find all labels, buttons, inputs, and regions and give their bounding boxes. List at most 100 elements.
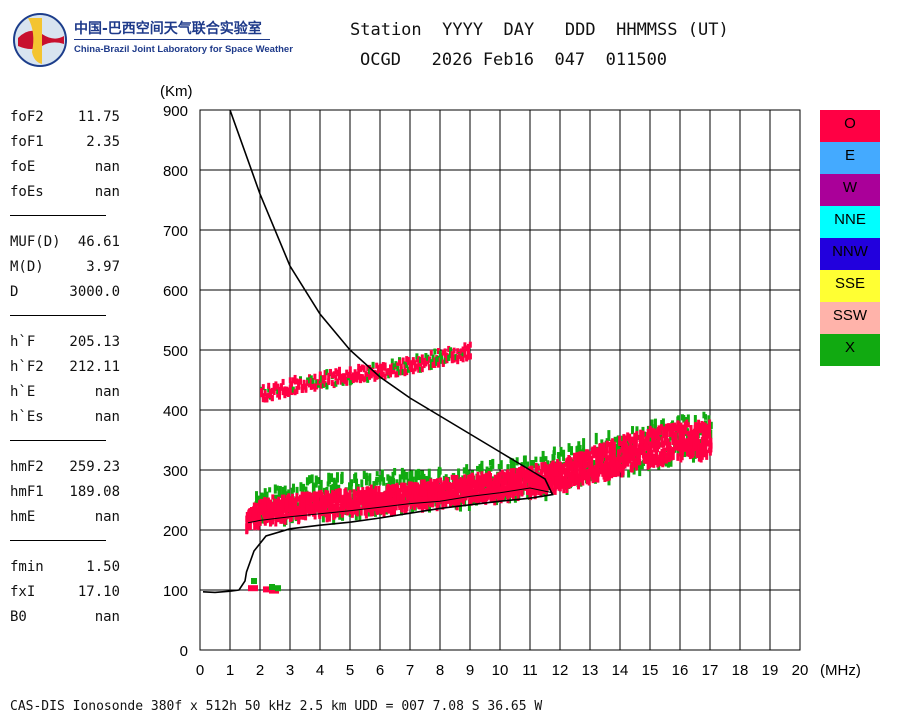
second-hop-point bbox=[407, 366, 410, 373]
second-hop-point bbox=[465, 345, 469, 352]
o-trace-point bbox=[578, 476, 582, 483]
o-trace-point bbox=[694, 431, 698, 441]
o-trace-point bbox=[389, 488, 393, 497]
x-trace-point bbox=[402, 470, 406, 484]
param-row: foEs nan bbox=[10, 184, 120, 204]
o-trace-point bbox=[672, 425, 676, 432]
o-trace-point bbox=[599, 461, 603, 475]
second-hop-point bbox=[410, 365, 413, 372]
x-trace-point bbox=[683, 449, 687, 458]
param-separator bbox=[10, 540, 106, 541]
second-hop-point bbox=[366, 376, 370, 383]
o-trace-point bbox=[267, 514, 271, 522]
x-tick-label: 6 bbox=[376, 662, 384, 679]
legend-item-sse: SSE bbox=[820, 270, 880, 302]
o-trace-point bbox=[468, 474, 472, 481]
o-trace-point bbox=[425, 500, 429, 511]
x-tick-label: 1 bbox=[226, 662, 234, 679]
o-trace-point bbox=[709, 442, 713, 449]
second-hop-point bbox=[347, 372, 350, 379]
second-hop-point bbox=[320, 382, 323, 389]
second-hop-point bbox=[325, 383, 329, 390]
x-trace-point bbox=[316, 477, 320, 485]
o-trace-point bbox=[392, 485, 396, 493]
o-trace-point bbox=[626, 432, 630, 440]
o-trace-point bbox=[509, 468, 513, 476]
o-trace-point bbox=[530, 486, 534, 496]
o-trace-point bbox=[540, 466, 544, 473]
o-trace-point bbox=[612, 451, 616, 459]
x-trace-point bbox=[400, 467, 404, 480]
second-hop-point bbox=[449, 347, 452, 354]
second-hop-point bbox=[348, 366, 352, 373]
o-trace-point bbox=[539, 485, 543, 498]
o-trace-point bbox=[689, 436, 693, 446]
o-trace-point bbox=[689, 425, 693, 438]
o-trace-point bbox=[489, 481, 493, 489]
x-trace-point bbox=[677, 415, 681, 423]
o-trace-point bbox=[674, 432, 678, 441]
second-hop-point bbox=[276, 383, 280, 390]
x-trace-point bbox=[478, 464, 482, 473]
o-trace-point bbox=[309, 492, 313, 503]
o-trace-point bbox=[632, 438, 636, 451]
second-hop-point bbox=[276, 387, 280, 394]
param-key: hmF2 bbox=[10, 459, 44, 475]
o-trace-point bbox=[377, 485, 381, 493]
o-trace-point bbox=[704, 441, 708, 453]
param-value: nan bbox=[94, 184, 120, 200]
second-hop-point bbox=[389, 371, 392, 378]
o-trace-point bbox=[498, 471, 502, 484]
second-hop-point bbox=[467, 353, 470, 360]
second-hop-point bbox=[426, 358, 430, 365]
o-trace-point bbox=[660, 436, 664, 448]
second-hop-point bbox=[377, 365, 380, 372]
x-trace-point bbox=[562, 449, 566, 461]
o-trace-point bbox=[375, 494, 379, 507]
o-trace-point bbox=[629, 450, 633, 459]
x-trace-point bbox=[302, 483, 306, 490]
low-echo-x-point bbox=[251, 578, 257, 584]
second-hop-point bbox=[297, 379, 301, 386]
o-trace-point bbox=[645, 438, 649, 451]
o-trace-point bbox=[547, 475, 551, 485]
second-hop-point bbox=[336, 370, 340, 377]
x-trace-point bbox=[575, 446, 579, 458]
x-trace-point bbox=[646, 425, 650, 432]
second-hop-point bbox=[360, 374, 364, 381]
second-hop-point bbox=[410, 360, 413, 367]
o-trace-point bbox=[530, 482, 534, 489]
o-trace-point bbox=[662, 440, 666, 448]
o-trace-point bbox=[533, 476, 537, 485]
electron-density-profile-line bbox=[202, 109, 554, 594]
second-hop-point bbox=[413, 364, 417, 371]
x-trace-point bbox=[513, 467, 517, 474]
second-hop-point bbox=[313, 385, 317, 392]
o-trace-point bbox=[611, 467, 615, 478]
x-trace-point bbox=[645, 448, 649, 457]
o-trace-point bbox=[413, 488, 417, 501]
param-value: nan bbox=[94, 409, 120, 425]
o-trace-point bbox=[449, 482, 453, 490]
o-trace-point bbox=[637, 452, 641, 465]
x-trace-point bbox=[709, 421, 713, 429]
o-trace-point bbox=[476, 482, 480, 493]
o-trace-point bbox=[616, 461, 620, 473]
x-trace-point bbox=[632, 462, 636, 475]
o-trace-point bbox=[568, 475, 572, 487]
second-hop-point bbox=[323, 374, 327, 381]
o-trace-point bbox=[438, 485, 442, 495]
second-hop-point bbox=[387, 369, 391, 376]
second-hop-point bbox=[435, 359, 439, 366]
o-trace-point bbox=[617, 450, 621, 461]
o-trace-point bbox=[460, 483, 464, 495]
second-hop-point bbox=[308, 377, 311, 384]
second-hop-point bbox=[405, 362, 409, 369]
o-trace-point bbox=[479, 489, 483, 503]
second-hop-point bbox=[359, 373, 362, 380]
second-hop-point bbox=[339, 378, 343, 385]
param-value: 17.10 bbox=[77, 584, 120, 600]
o-trace-point bbox=[338, 488, 342, 500]
second-hop-point bbox=[371, 370, 375, 377]
second-hop-point bbox=[461, 350, 465, 357]
